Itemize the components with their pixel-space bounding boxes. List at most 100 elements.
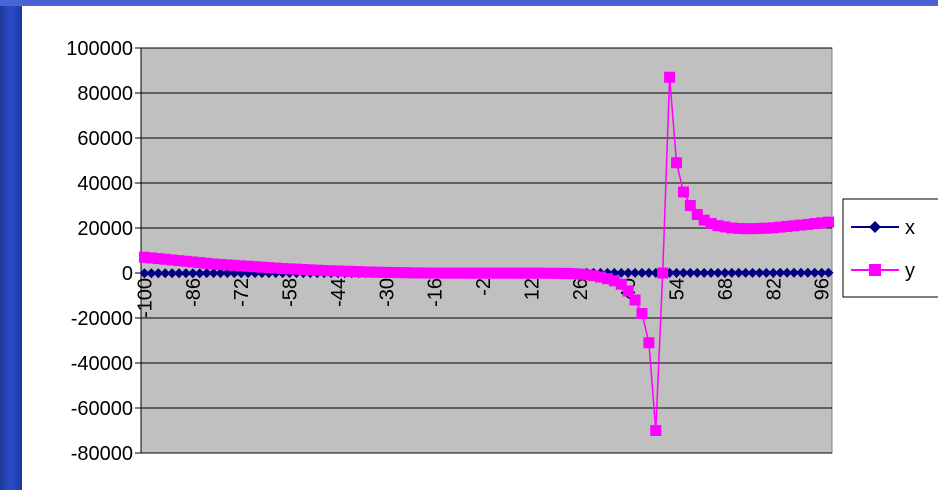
x-tick-label: -72 bbox=[231, 278, 253, 307]
series-y-point bbox=[242, 260, 254, 272]
series-y-point bbox=[408, 267, 420, 279]
series-y-point bbox=[304, 264, 316, 276]
series-y-point bbox=[270, 262, 282, 274]
series-y-point bbox=[284, 263, 296, 275]
series-y-point bbox=[208, 258, 220, 270]
series-y-point bbox=[422, 267, 434, 279]
legend-y-label: y bbox=[905, 260, 915, 282]
y-tick-label: 20000 bbox=[77, 218, 133, 240]
slide-top-stripe bbox=[0, 0, 938, 6]
series-y-point bbox=[138, 251, 150, 263]
series-y-point bbox=[719, 221, 731, 233]
series-y-point bbox=[608, 275, 620, 287]
series-x-point bbox=[201, 268, 212, 279]
y-tick-label: 100000 bbox=[66, 38, 133, 60]
series-y-point bbox=[823, 216, 835, 228]
series-x-point bbox=[208, 268, 219, 279]
legend-box bbox=[842, 198, 938, 298]
series-y-point bbox=[221, 259, 233, 271]
series-y-point bbox=[380, 266, 392, 278]
series-y-point bbox=[249, 261, 261, 273]
series-y-point bbox=[581, 269, 593, 281]
series-y-point bbox=[567, 268, 579, 280]
series-y-point bbox=[173, 255, 185, 267]
y-tick-label: 60000 bbox=[77, 128, 133, 150]
x-tick-label: -16 bbox=[425, 278, 447, 307]
series-y-point bbox=[664, 71, 676, 83]
series-y-point bbox=[235, 260, 247, 272]
series-y-point bbox=[760, 222, 772, 234]
series-y-point bbox=[339, 265, 351, 277]
series-y-point bbox=[622, 285, 634, 297]
series-y-point bbox=[470, 267, 482, 279]
series-y-point bbox=[767, 222, 779, 234]
series-x-point bbox=[678, 267, 689, 278]
series-y-point bbox=[553, 267, 565, 279]
series-y-point bbox=[809, 218, 821, 229]
series-x-point bbox=[809, 267, 820, 278]
series-y-point bbox=[442, 267, 454, 279]
series-x-point bbox=[775, 267, 786, 278]
series-y-point bbox=[595, 271, 607, 283]
series-x-point bbox=[139, 268, 150, 279]
series-y-point bbox=[152, 253, 164, 265]
y-tick-label: 40000 bbox=[77, 173, 133, 195]
series-y-point bbox=[684, 200, 696, 211]
series-x-point bbox=[623, 267, 634, 278]
series-y-point bbox=[671, 157, 683, 169]
series-y-point bbox=[788, 220, 800, 232]
series-y-point bbox=[311, 264, 323, 276]
x-tick-label: 26 bbox=[570, 278, 592, 300]
series-y-point bbox=[491, 267, 503, 279]
series-y-point bbox=[588, 270, 600, 282]
series-y-point bbox=[366, 266, 378, 278]
series-y-point bbox=[691, 209, 703, 220]
series-x-point bbox=[167, 268, 178, 279]
series-x-point bbox=[816, 267, 827, 278]
series-y-point bbox=[429, 267, 441, 279]
series-y-point bbox=[643, 337, 655, 349]
series-y-point bbox=[505, 267, 517, 279]
series-x-point bbox=[761, 267, 772, 278]
series-y-point bbox=[636, 308, 648, 319]
series-x-point bbox=[726, 267, 737, 278]
series-y-point bbox=[774, 221, 786, 233]
series-y-point bbox=[360, 266, 372, 278]
plot-area bbox=[140, 47, 833, 454]
line-chart: 100000 80000 60000 40000 20000 0 -20000 -40000 -… bbox=[66, 38, 938, 465]
series-x-point bbox=[719, 267, 730, 278]
series-x-point bbox=[174, 268, 185, 279]
series-y-point bbox=[463, 267, 475, 279]
series-y-point bbox=[560, 267, 572, 279]
series-y-point bbox=[747, 223, 759, 235]
series-x-point bbox=[733, 267, 744, 278]
series-y-point bbox=[277, 263, 289, 274]
series-x-point bbox=[754, 267, 765, 278]
y-tick-label: -20000 bbox=[71, 308, 133, 330]
y-tick-label: -60000 bbox=[71, 398, 133, 420]
series-x-point bbox=[795, 267, 806, 278]
y-tick-label: 80000 bbox=[77, 83, 133, 105]
series-y-point bbox=[297, 264, 309, 276]
series-y-point bbox=[353, 266, 365, 278]
series-x-point bbox=[643, 267, 654, 278]
series-y-point bbox=[802, 218, 814, 230]
x-tick-label: -58 bbox=[280, 278, 302, 307]
series-y-point bbox=[525, 267, 537, 279]
series-y-point bbox=[574, 268, 586, 280]
series-y-point bbox=[740, 223, 752, 235]
series-y-point bbox=[816, 217, 828, 229]
x-tick-label: 96 bbox=[812, 278, 834, 300]
series-y-point bbox=[401, 267, 413, 279]
series-y-point bbox=[456, 267, 468, 279]
series-y-point bbox=[601, 273, 613, 285]
series-x-point bbox=[146, 268, 157, 279]
series-y-point bbox=[263, 262, 275, 274]
series-y-point bbox=[539, 267, 551, 279]
series-y-point bbox=[187, 256, 199, 268]
series-y-point bbox=[498, 267, 510, 279]
series-y-point bbox=[712, 220, 724, 232]
x-tick-label: 68 bbox=[715, 278, 737, 300]
series-y-point bbox=[546, 267, 558, 279]
chart-panel: 100000 80000 60000 40000 20000 0 -20000 -40000 -… bbox=[22, 6, 938, 490]
